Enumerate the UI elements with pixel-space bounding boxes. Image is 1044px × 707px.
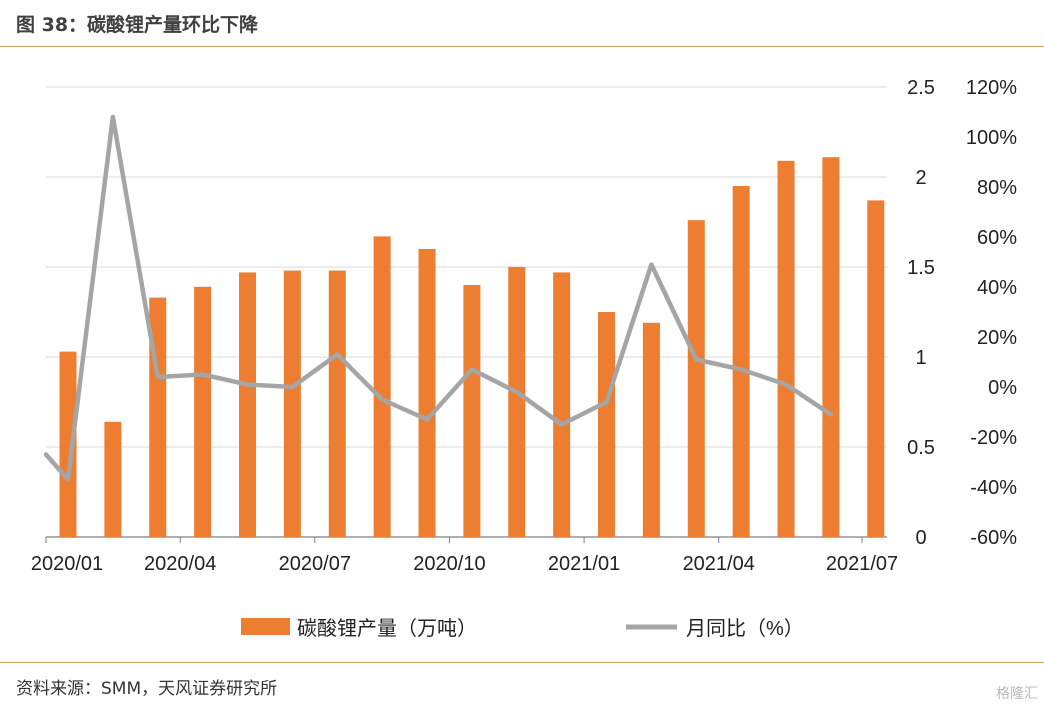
right-axis-tick-label: 60% xyxy=(977,227,1017,249)
left-axis-tick-label: 2 xyxy=(915,167,926,189)
watermark: 格隆汇 xyxy=(996,686,1038,702)
x-axis-tick-label: 2021/07 xyxy=(826,553,898,575)
bar xyxy=(194,286,212,537)
bar xyxy=(867,200,885,537)
legend-label-line: 月同比（%） xyxy=(686,617,804,640)
right-axis-tick-label: -40% xyxy=(970,477,1017,499)
x-axis-tick-label: 2020/01 xyxy=(31,553,103,575)
x-axis-tick-label: 2021/04 xyxy=(683,553,755,575)
right-axis-tick-label: 100% xyxy=(966,127,1017,149)
right-axis-tick-label: 0% xyxy=(988,377,1017,399)
bar xyxy=(328,270,346,537)
right-axis-tick-label: 40% xyxy=(977,277,1017,299)
bar xyxy=(59,351,77,537)
bar xyxy=(508,267,526,537)
bar xyxy=(239,272,257,537)
right-axis-tick-label: 20% xyxy=(977,327,1017,349)
chart-title: 图 38：碳酸锂产量环比下降 xyxy=(16,14,259,36)
source-note: 资料来源：SMM，天风证券研究所 xyxy=(16,679,278,699)
bar xyxy=(642,322,660,537)
line-series xyxy=(43,114,834,482)
bar xyxy=(822,157,840,537)
bar xyxy=(553,272,571,537)
bar-series xyxy=(59,157,885,538)
legend-label-bar: 碳酸锂产量（万吨） xyxy=(297,617,477,640)
right-axis-tick-label: 80% xyxy=(977,177,1017,199)
bar xyxy=(283,270,301,537)
left-axis-tick-label: 2.5 xyxy=(907,77,935,99)
left-axis-tick-label: 0 xyxy=(915,527,926,549)
x-axis-tick-label: 2020/07 xyxy=(279,553,351,575)
right-axis-tick-label: -60% xyxy=(970,527,1017,549)
bar xyxy=(777,160,795,538)
bar xyxy=(687,220,705,537)
bar xyxy=(463,285,481,537)
header-divider xyxy=(0,46,1044,47)
legend-swatch-bar xyxy=(241,618,290,635)
legend: 碳酸锂产量（万吨） 月同比（%） xyxy=(241,617,804,640)
bar xyxy=(104,421,122,537)
bar xyxy=(732,186,750,537)
x-axis-tick-label: 2020/04 xyxy=(144,553,216,575)
right-axis-tick-label: 120% xyxy=(966,77,1017,99)
left-axis-tick-label: 1 xyxy=(915,347,926,369)
x-axis-tick-label: 2021/01 xyxy=(548,553,620,575)
bar xyxy=(373,236,391,537)
x-axis: 2020/01 2020/04 2020/07 2020/10 2021/01 2021/… xyxy=(31,537,898,575)
x-axis-tick-label: 2020/10 xyxy=(413,553,485,575)
right-axis-ticks: -60% -40% -20% 0% 20% 40% 60% 80% 100% 120% xyxy=(966,77,1017,549)
left-axis-ticks: 0 0.5 1 1.5 2 2.5 xyxy=(907,77,935,549)
chart: 0 0.5 1 1.5 2 2.5 -60% -40% -20% 0% 20% 40% 60% 80% 1… xyxy=(31,77,1017,640)
left-axis-tick-label: 1.5 xyxy=(907,257,935,279)
bar xyxy=(598,312,616,537)
left-axis-tick-label: 0.5 xyxy=(907,437,935,459)
footer-divider xyxy=(0,662,1044,663)
bar xyxy=(418,249,436,537)
right-axis-tick-label: -20% xyxy=(970,427,1017,449)
